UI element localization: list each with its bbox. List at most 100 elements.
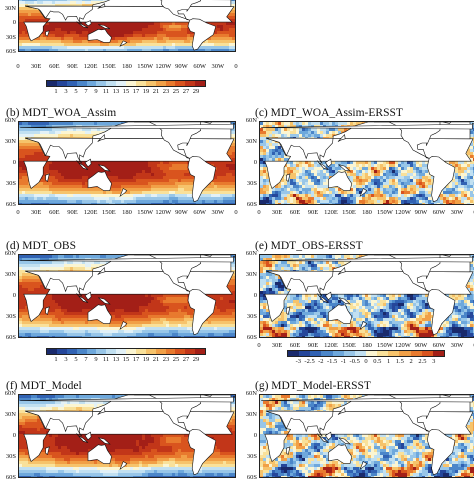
colorbar-swatch xyxy=(57,81,67,86)
colorbar-swatch xyxy=(377,351,388,356)
lat-tick-label: 30S xyxy=(243,180,257,187)
colorbar-swatch xyxy=(106,81,116,86)
colorbar-swatch xyxy=(106,349,116,354)
panel-f-field xyxy=(19,395,236,478)
lat-tick-label: 30S xyxy=(2,313,16,320)
lat-tick-label: 60N xyxy=(243,390,257,397)
colorbar-swatch xyxy=(156,349,166,354)
colorbar-swatch xyxy=(87,349,97,354)
lat-tick-label: 60S xyxy=(2,334,16,341)
colorbar-swatch xyxy=(96,349,106,354)
panel-d-colorbar xyxy=(46,348,206,355)
panel-b-field xyxy=(19,122,236,205)
colorbar-swatch xyxy=(288,351,299,356)
lat-tick-label: 30N xyxy=(2,5,16,12)
lat-tick-label: 30N xyxy=(2,271,16,278)
panel-c-title: (c) MDT_WOA_Assim-ERSST xyxy=(255,107,403,119)
colorbar-swatch xyxy=(388,351,399,356)
lat-tick-label: 60N xyxy=(243,117,257,124)
colorbar-swatch xyxy=(116,349,126,354)
colorbar-swatch xyxy=(67,81,77,86)
lat-tick-label: 30N xyxy=(2,411,16,418)
colorbar-swatch xyxy=(126,349,136,354)
lat-tick-label: 30S xyxy=(2,34,16,41)
colorbar-swatch xyxy=(355,351,366,356)
panel-c-field xyxy=(260,122,474,205)
lat-tick-label: 60S xyxy=(2,474,16,481)
lat-tick-label: 30N xyxy=(2,138,16,145)
colorbar-swatch xyxy=(344,351,355,356)
panel-e-colorbar xyxy=(287,350,445,357)
panel-e-field xyxy=(260,255,474,338)
lat-tick-label: 60N xyxy=(2,117,16,124)
colorbar-swatch xyxy=(57,349,67,354)
panel-g-field xyxy=(260,395,474,478)
lat-tick-label: 60S xyxy=(243,334,257,341)
lon-tick-label: 0 xyxy=(462,209,474,216)
lat-tick-label: 30N xyxy=(243,271,257,278)
panel-a-field xyxy=(19,0,236,52)
panel-f-title: (f) MDT_Model xyxy=(6,380,82,392)
panel-g-plot-area xyxy=(259,394,474,478)
colorbar-swatch xyxy=(195,81,205,86)
lat-tick-label: 0 xyxy=(2,432,16,439)
colorbar-swatch xyxy=(366,351,377,356)
colorbar-swatch xyxy=(126,81,136,86)
lat-tick-label: 30N xyxy=(243,411,257,418)
colorbar-swatch xyxy=(422,351,433,356)
colorbar-swatch xyxy=(136,81,146,86)
colorbar-swatch xyxy=(77,349,87,354)
colorbar-swatch xyxy=(433,351,444,356)
colorbar-swatch xyxy=(156,81,166,86)
lat-tick-label: 0 xyxy=(2,159,16,166)
lat-tick-label: 60S xyxy=(2,48,16,55)
colorbar-swatch xyxy=(67,349,77,354)
colorbar-tick-label: 3 xyxy=(427,358,441,365)
colorbar-swatch xyxy=(146,349,156,354)
colorbar-swatch xyxy=(47,349,57,354)
colorbar-swatch xyxy=(175,81,185,86)
colorbar-swatch xyxy=(310,351,321,356)
lat-tick-label: 0 xyxy=(243,159,257,166)
lat-tick-label: 30N xyxy=(243,138,257,145)
lat-tick-label: 0 xyxy=(243,432,257,439)
lat-tick-label: 60S xyxy=(243,201,257,208)
lon-tick-label: 0 xyxy=(223,63,249,70)
colorbar-swatch xyxy=(146,81,156,86)
colorbar-swatch xyxy=(333,351,344,356)
colorbar-swatch xyxy=(47,81,57,86)
colorbar-swatch xyxy=(321,351,332,356)
lat-tick-label: 30S xyxy=(243,453,257,460)
colorbar-swatch xyxy=(399,351,410,356)
colorbar-swatch xyxy=(166,81,176,86)
panel-e-plot-area xyxy=(259,254,474,338)
panel-d-field xyxy=(19,255,236,338)
colorbar-swatch xyxy=(175,349,185,354)
lat-tick-label: 0 xyxy=(2,292,16,299)
panel-b-title: (b) MDT_WOA_Assim xyxy=(6,107,116,119)
colorbar-swatch xyxy=(116,81,126,86)
lat-tick-label: 0 xyxy=(243,292,257,299)
panel-d-plot-area xyxy=(18,254,236,338)
lat-tick-label: 60S xyxy=(243,474,257,481)
panel-e-title: (e) MDT_OBS-ERSST xyxy=(255,240,363,252)
colorbar-swatch xyxy=(136,349,146,354)
colorbar-swatch xyxy=(299,351,310,356)
colorbar-swatch xyxy=(185,349,195,354)
lat-tick-label: 60S xyxy=(2,201,16,208)
panel-a-colorbar xyxy=(46,80,206,87)
colorbar-swatch xyxy=(195,349,205,354)
lat-tick-label: 0 xyxy=(2,19,16,26)
colorbar-swatch xyxy=(96,81,106,86)
colorbar-swatch xyxy=(77,81,87,86)
lat-tick-label: 60N xyxy=(243,250,257,257)
panel-b-plot-area xyxy=(18,121,236,205)
lat-tick-label: 30S xyxy=(2,453,16,460)
panel-f-plot-area xyxy=(18,394,236,478)
